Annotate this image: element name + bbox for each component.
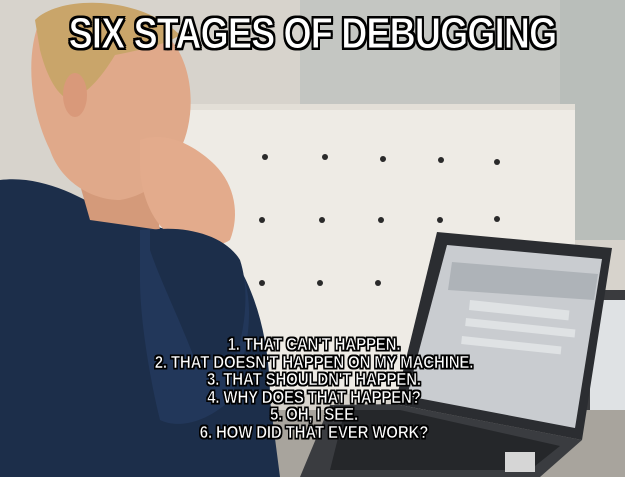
caption-line-2: 2. THAT DOESN'T HAPPEN ON MY MACHINE. (154, 351, 474, 372)
top-caption: SIX STAGES OF DEBUGGING (68, 9, 557, 58)
caption-line-1: 1. THAT CAN'T HAPPEN. (227, 334, 401, 354)
caption-line-3: 3. THAT SHOULDN'T HAPPEN. (207, 369, 422, 389)
programmer-figure (0, 2, 280, 477)
caption-line-5: 5. OH, I SEE. (269, 404, 359, 424)
bottom-caption: 1. THAT CAN'T HAPPEN. 2. THAT DOESN'T HA… (99, 334, 529, 442)
caption-line-6: 6. HOW DID THAT EVER WORK? (199, 421, 429, 442)
laptop (300, 232, 612, 477)
caption-line-4: 4. WHY DOES THAT HAPPEN? (207, 386, 421, 407)
